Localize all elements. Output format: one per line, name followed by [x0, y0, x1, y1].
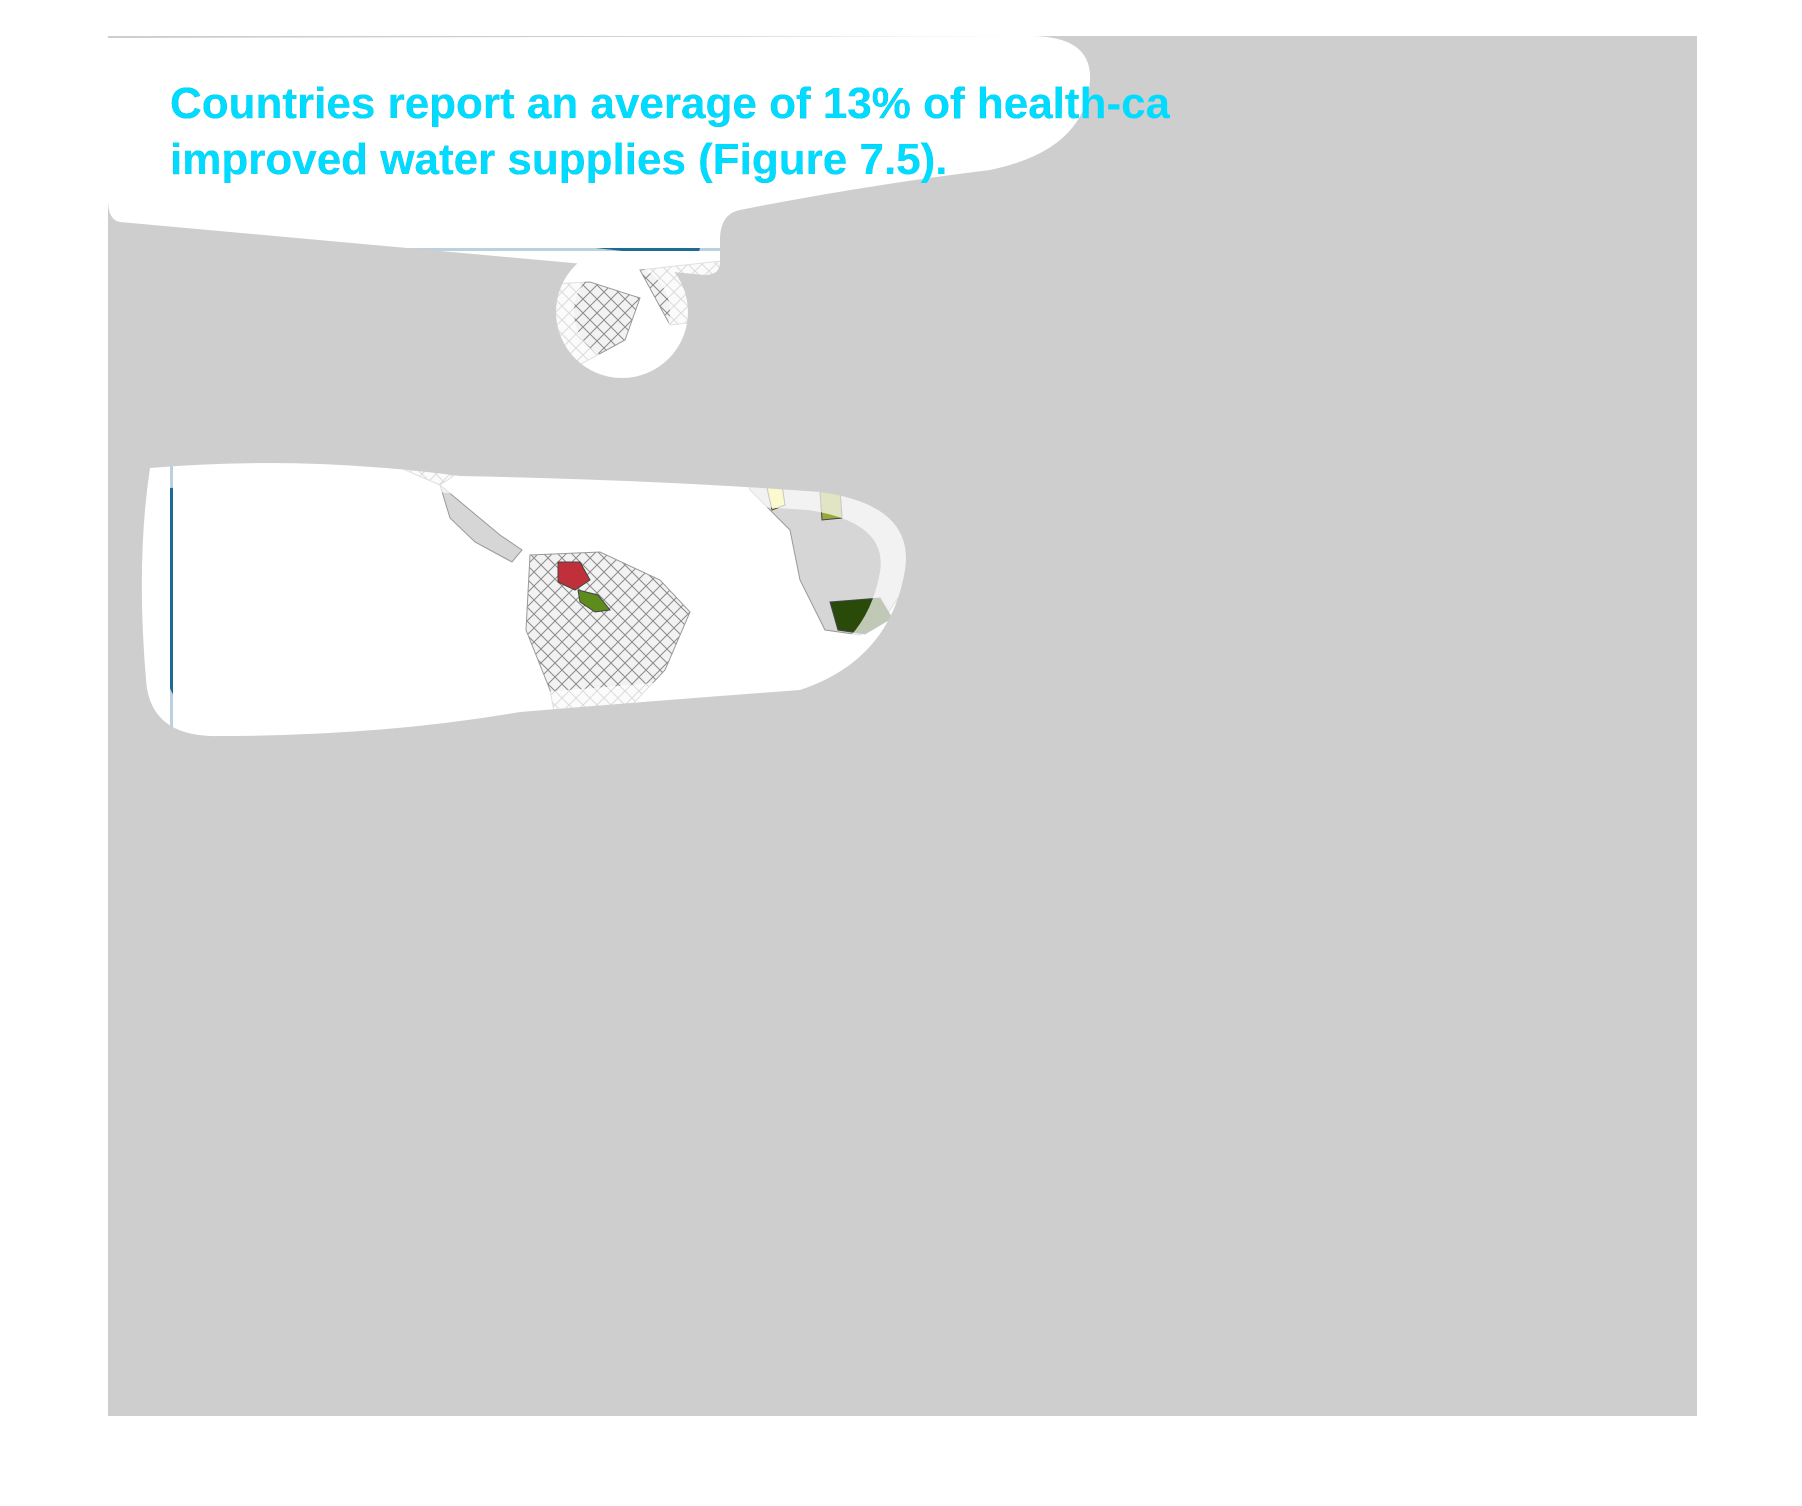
indonesia-landmass: [1128, 527, 1271, 551]
legend-label-50-74: 50–74%: [328, 1032, 424, 1062]
legend-swatch-90-plus: [226, 912, 300, 948]
figure-source: Source: 2011 GLAAS country survey (74 co…: [216, 1280, 806, 1310]
legend-label-not-participant: Not a survey participant: [616, 916, 890, 946]
southeast-asia-region: [1114, 447, 1161, 513]
legend-label-not-applicable: Not applicable: [616, 1032, 781, 1062]
headline-highlight-line-1: Countries report an average of 13% of he…: [170, 79, 1498, 128]
legend-swatch-not-applicable: [514, 1028, 588, 1064]
figure-caption: FIGURE 7.5 Implementation and monitoring…: [216, 1158, 1574, 1254]
figure-label: FIGURE 7.5: [216, 1161, 419, 1202]
legend-swatch-under-50: [226, 1084, 300, 1120]
new-zealand-landmass: [1349, 681, 1371, 721]
cameroon-region: [819, 487, 843, 521]
legend-swatch-data-not-available: [514, 968, 588, 1004]
figure-caption-text: Implementation and monitoring of improve…: [216, 1161, 1574, 1250]
egypt-region: [857, 417, 904, 454]
legend-title: What percentage of health-care facilitie…: [226, 848, 1188, 879]
central-america-landmass: [439, 483, 523, 563]
legend-label-under-50: <50%: [328, 1088, 396, 1118]
australia-landmass: [1189, 559, 1331, 683]
greenland-landmass: [639, 259, 761, 326]
philippines-region: [1181, 467, 1201, 505]
legend-label-75-89: 75–89%: [328, 972, 424, 1002]
south-africa-region: [829, 597, 893, 635]
europe-landmass: [769, 289, 911, 391]
madagascar-region: [939, 554, 961, 604]
india-landmass: [1029, 424, 1111, 516]
south-america-landmass: [525, 551, 691, 814]
world-map: [299, 259, 1371, 814]
headline-highlight-line-2: improved water supplies (Figure 7.5).: [170, 135, 948, 184]
headline-highlight: Countries report an average of 13% of he…: [170, 76, 1498, 188]
legend-swatch-50-74: [226, 1028, 300, 1064]
legend-label-90-plus: ≥90%: [328, 916, 395, 946]
legend-swatch-not-participant: [514, 912, 588, 948]
legend-label-data-not-available: Data not available: [616, 972, 825, 1002]
legend-swatch-75-89: [226, 968, 300, 1004]
north-america-landmass: [299, 281, 641, 486]
